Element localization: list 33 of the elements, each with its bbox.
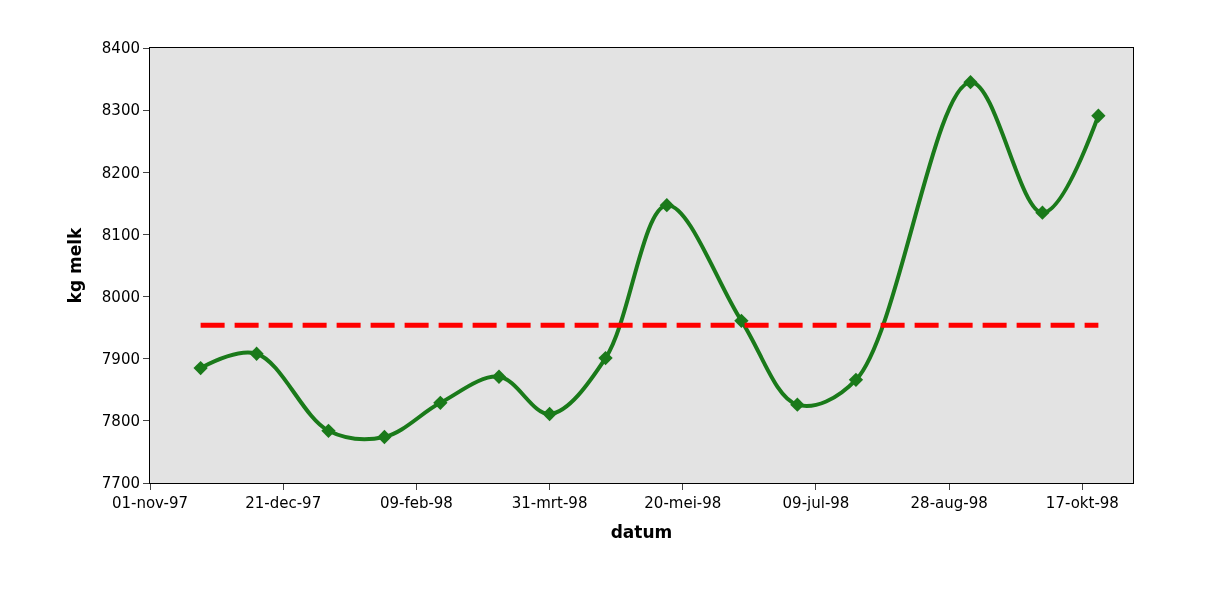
point: [433, 395, 448, 410]
point: [321, 423, 336, 438]
point: [598, 350, 613, 366]
x-tick-label: 21-dec-97: [245, 494, 322, 512]
y-tick-label: 8100: [101, 225, 140, 244]
point: [790, 397, 805, 412]
x-axis-title: datum: [610, 522, 673, 543]
y-tick-label: 8400: [101, 39, 140, 58]
x-tick-label: 09-feb-98: [379, 494, 453, 512]
y-tick-label: 7900: [101, 349, 140, 368]
y-tick-label: 7700: [101, 474, 140, 493]
point: [249, 346, 264, 361]
point: [377, 429, 392, 445]
x-tick-label: 20-mei-98: [644, 494, 722, 512]
y-tick-label: 8000: [101, 287, 140, 306]
point: [659, 198, 674, 213]
point: [1091, 108, 1106, 123]
y-tick-label: 8200: [101, 163, 140, 182]
x-tick-label: 28-aug-98: [910, 494, 988, 512]
point: [848, 372, 864, 387]
x-tick-label: 09-jul-98: [782, 494, 850, 512]
x-tick-label: 17-okt-98: [1045, 494, 1119, 512]
x-tick-label: 01-nov-97: [111, 494, 189, 512]
y-tick-label: 8300: [101, 101, 140, 120]
point: [542, 406, 557, 422]
y-axis-title: kg melk: [65, 226, 86, 304]
y-tick-label: 7800: [101, 412, 140, 431]
point: [1035, 205, 1050, 220]
point: [963, 75, 978, 90]
point: [734, 313, 749, 328]
point: [491, 369, 507, 384]
point: [193, 360, 208, 376]
x-tick-label: 31-mrt-98: [511, 494, 588, 512]
